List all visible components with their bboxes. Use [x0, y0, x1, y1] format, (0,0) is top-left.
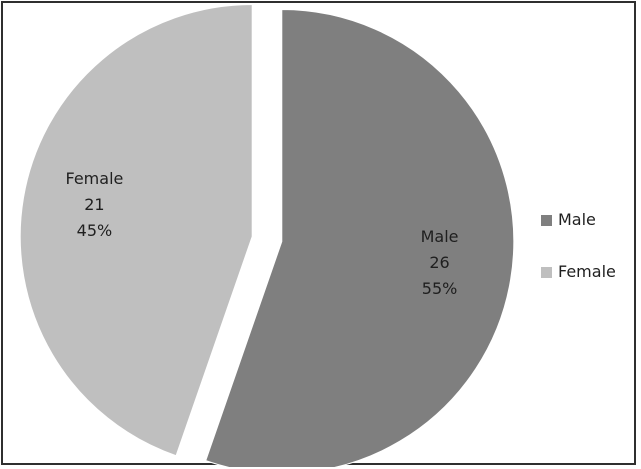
legend-label-female: Female — [558, 262, 616, 281]
data-label-line-female-2: 45% — [77, 221, 113, 240]
legend: Male Female — [541, 209, 637, 313]
data-label-male: Male 26 55% — [421, 227, 459, 298]
data-label-line-female-0: Female — [66, 169, 124, 188]
data-label-line-male-0: Male — [421, 227, 459, 246]
data-label-female: Female 21 45% — [66, 169, 124, 240]
pie-slice-male — [205, 8, 515, 467]
legend-item-male: Male — [541, 209, 637, 231]
legend-item-female: Female — [541, 261, 637, 283]
data-label-line-male-1: 26 — [429, 253, 449, 272]
legend-label-male: Male — [558, 210, 596, 229]
data-label-line-male-2: 55% — [422, 279, 458, 298]
pie-chart: Male 26 55% Female 21 45% — [19, 4, 515, 467]
legend-swatch-male — [541, 215, 552, 226]
legend-swatch-female — [541, 267, 552, 278]
pie-slice-female — [19, 4, 253, 457]
data-label-line-female-1: 21 — [84, 195, 104, 214]
